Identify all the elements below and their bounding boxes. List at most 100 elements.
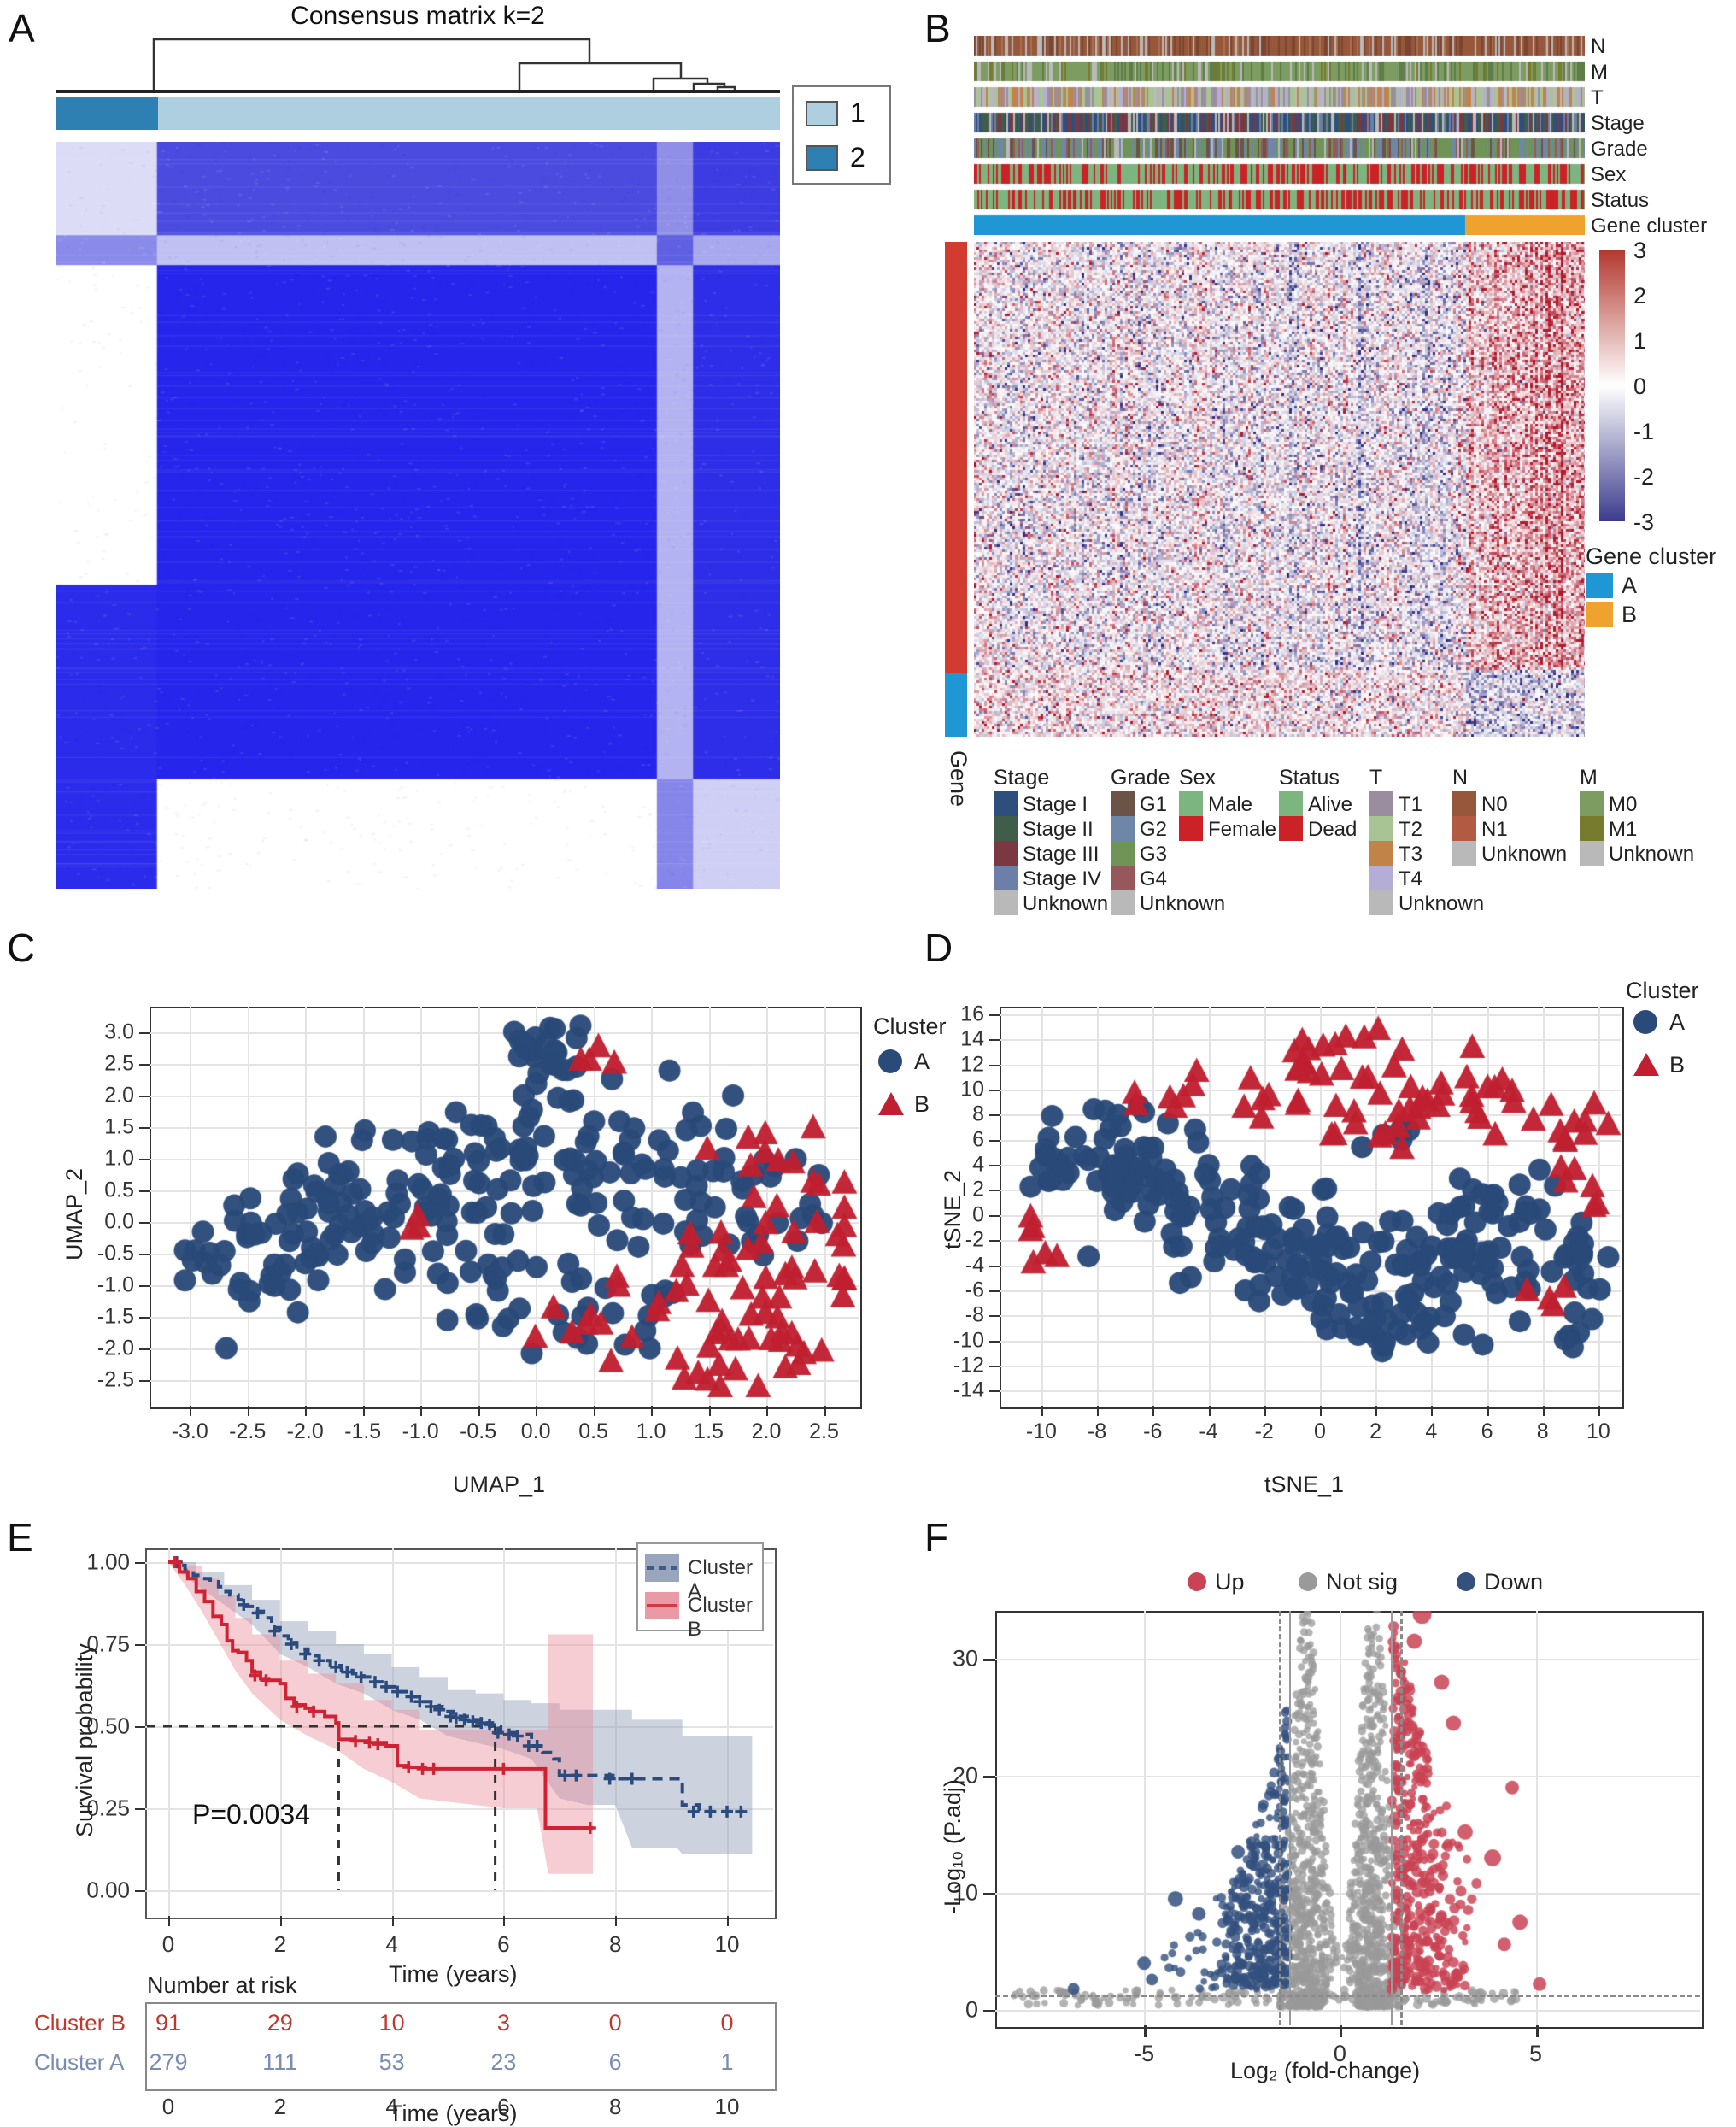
censor-mark — [268, 1625, 281, 1637]
tickmark-y — [989, 1265, 1000, 1267]
panel-b: B — [906, 0, 1736, 923]
tickmark-y — [139, 1190, 150, 1192]
panel-d-letter: D — [924, 925, 953, 970]
legend-swatch — [994, 841, 1018, 866]
tickmark-x — [1097, 1406, 1100, 1416]
legend-swatch — [1369, 841, 1393, 866]
tickmark-x — [305, 1406, 308, 1416]
tickmark-x — [536, 1406, 538, 1416]
censor-mark — [290, 1700, 303, 1713]
umap-xlabel: UMAP_1 — [453, 1472, 546, 1497]
legend-item-label: B — [914, 1091, 930, 1117]
tsne-legend-title: Cluster — [1626, 978, 1699, 1003]
tickmark-x — [708, 1406, 711, 1416]
legend-item-label: A — [914, 1049, 930, 1074]
ytick-label: -1.5 — [97, 1304, 134, 1329]
legend-item-label: N0 — [1481, 793, 1508, 816]
tickmark-x — [615, 1916, 618, 1926]
tickmark-y — [135, 1562, 145, 1564]
legend-swatch — [1369, 866, 1393, 890]
track-label-status: Status — [1591, 189, 1650, 212]
risk-xlabel: Time (years) — [389, 2101, 518, 2126]
censor-mark — [372, 1738, 384, 1751]
risk-value: 53 — [378, 2049, 405, 2075]
censor-mark — [735, 1805, 748, 1818]
risk-value: 6 — [608, 2049, 622, 2075]
tickmark-y — [989, 1064, 1000, 1066]
censor-mark — [355, 1671, 367, 1683]
legend-item-label: G4 — [1140, 867, 1168, 890]
dendrogram — [56, 38, 780, 93]
risk-value: 0 — [720, 2010, 734, 2036]
tickmark-y — [135, 1644, 145, 1646]
tickmark-x — [391, 1916, 394, 1926]
ytick-label: 16 — [960, 1002, 984, 1026]
censor-mark — [584, 1822, 596, 1835]
xtick-label: 0.0 — [520, 1419, 551, 1443]
tickmark-y — [139, 1380, 150, 1383]
xtick-label: 1.0 — [636, 1419, 666, 1443]
censor-mark — [625, 1772, 638, 1785]
tsne-ylabel: tSNE_2 — [940, 1169, 965, 1249]
legend-item-label: Dead — [1308, 818, 1358, 841]
legend-item-label: B — [1669, 1052, 1686, 1078]
xtick-label: 2 — [1369, 1419, 1382, 1443]
gridline-v — [727, 1548, 729, 1916]
ytick-label: 0.25 — [86, 1795, 130, 1821]
legend-swatch — [1452, 791, 1476, 816]
track-label-m: M — [1591, 61, 1608, 84]
legend-swatch — [994, 816, 1018, 841]
tickmark-y — [139, 1095, 150, 1097]
colorbar-tick: 3 — [1633, 238, 1647, 263]
gridline-h — [145, 1562, 773, 1564]
legend-item-label: Stage IV — [1023, 867, 1102, 890]
risk-xtick-label: 4 — [385, 2094, 398, 2119]
track-label-n: N — [1591, 35, 1606, 58]
censor-mark — [299, 1648, 312, 1660]
risk-value: 3 — [496, 2010, 510, 2036]
censor-mark — [497, 1762, 510, 1775]
xtick-label: 5 — [1528, 2041, 1543, 2066]
ytick-label: -4 — [965, 1253, 984, 1278]
risk-value: 23 — [490, 2049, 517, 2075]
risk-value: 1 — [720, 2049, 734, 2075]
colorbar-tick: 2 — [1633, 283, 1647, 308]
km-curve-cluster-a — [168, 1560, 744, 1813]
expression-heatmap — [974, 242, 1585, 737]
ytick-label: 2 — [972, 1177, 984, 1202]
tickmark-y — [989, 1340, 1000, 1343]
censor-mark — [416, 1762, 429, 1775]
censor-mark — [466, 1715, 479, 1728]
ytick-label: 30 — [952, 1645, 978, 1672]
legend-swatch — [1452, 816, 1476, 841]
consensus-legend-label: 2 — [850, 142, 865, 173]
tickmark-y — [989, 1014, 1000, 1016]
tickmark-x — [824, 1406, 826, 1416]
xtick-label: -3.0 — [171, 1419, 208, 1443]
row-bar-top — [945, 242, 967, 673]
xtick-label: 8 — [608, 1931, 622, 1957]
censor-mark — [427, 1762, 440, 1775]
censor-mark — [559, 1769, 572, 1782]
censor-mark — [251, 1607, 264, 1619]
gridline-v — [615, 1548, 618, 1916]
legend-item-label: Unknown — [1023, 892, 1109, 915]
tickmark-x — [651, 1406, 654, 1416]
legend-item-label: T4 — [1399, 867, 1423, 890]
tickmark-x — [1152, 1406, 1155, 1416]
xtick-label: -1.5 — [344, 1419, 382, 1443]
risk-value: 0 — [608, 2010, 622, 2036]
xtick-label: -2 — [1254, 1419, 1274, 1443]
legend-swatch — [1369, 791, 1393, 816]
tickmark-x — [1487, 1406, 1489, 1416]
track-label-sex: Sex — [1591, 163, 1627, 186]
censor-mark — [363, 1736, 376, 1749]
xtick-label: 10 — [1586, 1419, 1610, 1443]
ytick-label: 4 — [972, 1152, 984, 1177]
censor-mark — [313, 1654, 326, 1667]
risk-xtick-label: 2 — [273, 2094, 287, 2119]
legend-swatch — [1111, 816, 1135, 841]
ytick-label: -1.0 — [97, 1272, 134, 1297]
legend-title-grade: Grade — [1111, 766, 1170, 790]
ytick-label: -8 — [965, 1302, 984, 1327]
